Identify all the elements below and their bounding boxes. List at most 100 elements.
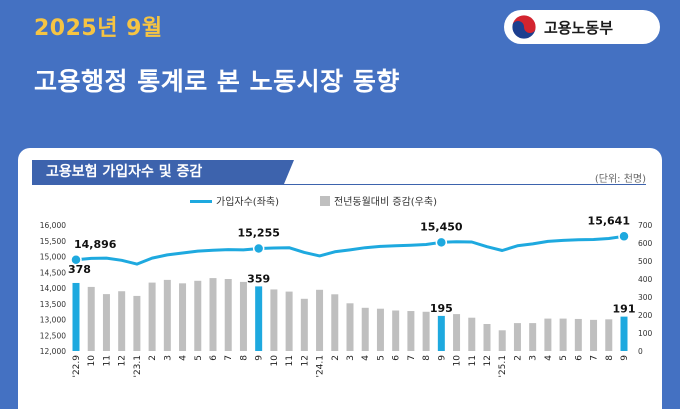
bar [559,318,567,351]
chart-title: 고용보험 가입자수 및 증감 [32,160,284,184]
bar [118,291,126,351]
x-axis-tick-label: 10 [87,355,97,367]
x-axis-tick-label: 6 [209,355,219,361]
bar [148,282,156,351]
bar [102,294,110,351]
right-axis-tick-label: 700 [638,221,653,230]
line-point-marker [252,242,265,255]
x-axis-tick-label: 7 [224,355,234,361]
bar [513,323,521,351]
x-axis-tick-label: 4 [544,355,554,361]
chart-title-rule [32,184,646,185]
x-axis-tick-label: 5 [376,355,386,361]
x-axis-tick-label: 5 [559,355,569,361]
left-axis-tick-label: 12,500 [40,331,66,340]
x-axis-tick-label: 9 [255,355,265,361]
taegeuk-icon [511,14,537,40]
bar-data-label: 378 [68,263,91,276]
left-axis-tick-label: 14,000 [40,284,66,293]
chart-unit: (단위: 천명) [594,174,646,185]
x-axis-tick-label: '24.1 [316,355,326,378]
bar [590,319,598,351]
bar [285,291,293,351]
bar [346,303,354,351]
x-axis-tick-label: 9 [620,355,630,361]
bar [498,330,506,351]
bar [544,318,552,351]
bar [239,281,247,351]
series-line [75,234,625,266]
bar [453,314,461,351]
line-data-label: 15,255 [237,226,279,239]
bar [209,278,217,351]
x-axis-tick-label: 4 [179,355,189,361]
x-axis-tick-label: 6 [574,355,584,361]
bar [605,319,613,351]
legend-bar-label: 전년동월대비 증감(우축) [334,197,437,208]
line-data-label: 15,641 [588,214,630,227]
left-axis-tick-label: 14,500 [40,268,66,277]
x-axis-tick-label: 7 [590,355,600,361]
chart-title-tail [284,160,294,184]
legend-line-swatch [190,200,212,203]
bar [422,311,430,351]
legend-line-label: 가입자수(좌축) [216,197,280,208]
bar [224,279,232,351]
ministry-logo: 고용노동부 [504,10,660,44]
x-axis-tick-label: 11 [285,355,295,366]
bar [72,282,80,351]
right-axis-tick-label: 100 [638,329,653,338]
logo-text: 고용노동부 [544,19,614,37]
bar [574,318,582,351]
bar [468,317,476,351]
x-axis-tick-label: 10 [453,355,463,367]
x-axis-tick-label: 3 [529,355,539,361]
x-axis-tick-label: 8 [422,355,432,361]
bar [620,316,628,351]
line-data-label: 15,450 [420,220,463,233]
left-axis-tick-label: 15,500 [40,237,66,246]
x-axis-tick-label: 5 [194,355,204,361]
x-axis-tick-label: 12 [118,355,128,366]
x-axis-tick-label: 2 [513,355,523,361]
x-axis-tick-label: 8 [605,355,615,361]
left-axis-tick-label: 13,000 [40,316,66,325]
bar [361,307,369,351]
header-banner: 2025년 9월 고용행정 통계로 본 노동시장 동향 고용노동부 [0,0,680,130]
line-data-label: 14,896 [74,238,117,251]
bar [331,294,339,351]
bar-data-label: 359 [247,272,270,285]
right-axis-tick-label: 0 [638,347,643,356]
x-axis-tick-label: '22.9 [72,355,82,378]
chart-card: 고용보험 가입자수 및 증감 (단위: 천명) 가입자수(좌축) 전년동월대비 … [18,148,662,409]
page-title: 고용행정 통계로 본 노동시장 동향 [34,67,400,96]
x-axis-tick-label: 12 [300,355,310,366]
bar [163,279,171,351]
line-point-marker [70,254,82,266]
x-axis-tick-label: '25.1 [498,355,508,378]
bar [133,295,141,351]
right-axis-tick-label: 300 [638,293,653,302]
bar [483,324,491,351]
bar [194,280,202,351]
bar [255,286,263,351]
bar [392,310,400,351]
bar [437,315,445,351]
line-point-marker [618,230,630,243]
bar [87,286,95,351]
left-axis-tick-label: 16,000 [40,221,66,230]
x-axis-tick-label: 8 [239,355,249,361]
combo-chart: 12,000 12,500 13,000 13,500 14,000 14,500 15,0… [40,214,653,378]
bar [407,311,415,351]
right-axis-tick-label: 200 [638,311,653,320]
report-period: 2025년 9월 [34,16,163,41]
x-axis-tick-label: 9 [437,355,447,361]
bar-data-label: 191 [613,303,636,316]
right-axis-tick-label: 600 [638,239,653,248]
x-axis-tick-label: 3 [163,355,173,361]
bar-data-label: 195 [430,302,453,315]
bar [270,289,278,351]
x-axis-tick-label: 7 [407,355,417,361]
x-axis-tick-label: 6 [392,355,402,361]
bar [179,283,187,351]
